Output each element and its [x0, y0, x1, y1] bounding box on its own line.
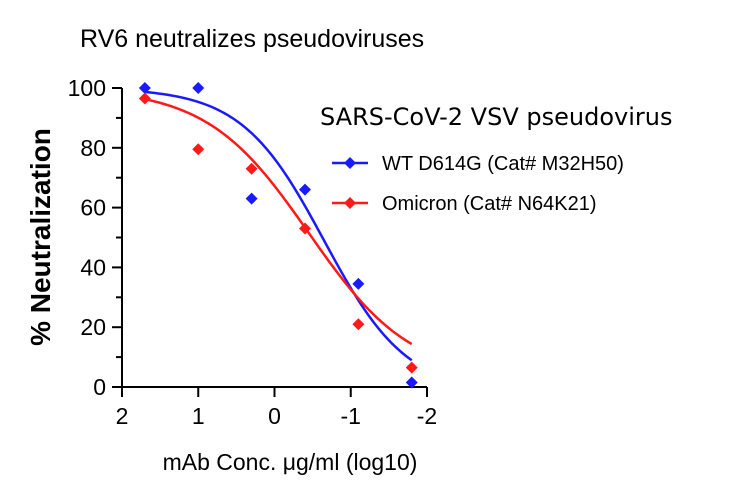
y-tick-label: 40 — [80, 254, 106, 280]
x-tick-label: 1 — [192, 403, 205, 429]
axes: 0 20 40 60 80 100 2 1 0 -1 -2 — [68, 75, 438, 429]
y-axis-label: % Neutralization — [25, 128, 56, 346]
data-point — [405, 361, 418, 374]
legend-title: SARS-CoV-2 VSV pseudovirus — [320, 103, 672, 131]
data-point — [138, 82, 151, 94]
y-tick-label: 80 — [80, 135, 106, 161]
x-tick-label: 0 — [268, 403, 281, 429]
data-point — [299, 222, 311, 235]
data-points — [138, 82, 418, 389]
legend-marker — [344, 157, 356, 169]
fit-curve — [144, 97, 413, 346]
y-tick-label: 20 — [80, 314, 106, 340]
data-point — [299, 183, 311, 196]
chart-title: RV6 neutralizes pseudoviruses — [80, 25, 424, 53]
y-tick-label: 100 — [68, 75, 106, 101]
legend: SARS-CoV-2 VSV pseudovirus WT D614G (Cat… — [320, 103, 672, 215]
legend-label: Omicron (Cat# N64K21) — [382, 193, 597, 215]
legend-label: WT D614G (Cat# M32H50) — [382, 153, 624, 175]
data-point — [352, 277, 365, 290]
y-tick-label: 0 — [93, 374, 106, 400]
data-point — [192, 82, 205, 94]
x-tick-label: 2 — [116, 403, 129, 429]
x-tick-label: -1 — [341, 403, 361, 429]
fit-curve — [144, 90, 413, 362]
fit-curves — [144, 90, 413, 362]
data-point — [192, 143, 205, 156]
data-point — [245, 192, 258, 205]
y-tick-label: 60 — [80, 195, 106, 221]
legend-marker — [344, 197, 356, 209]
data-point — [352, 318, 365, 331]
x-tick-label: -2 — [417, 403, 437, 429]
x-axis-label: mAb Conc. μg/ml (log10) — [163, 449, 418, 475]
data-point — [405, 376, 418, 389]
data-point — [245, 162, 258, 175]
data-point — [138, 92, 151, 105]
